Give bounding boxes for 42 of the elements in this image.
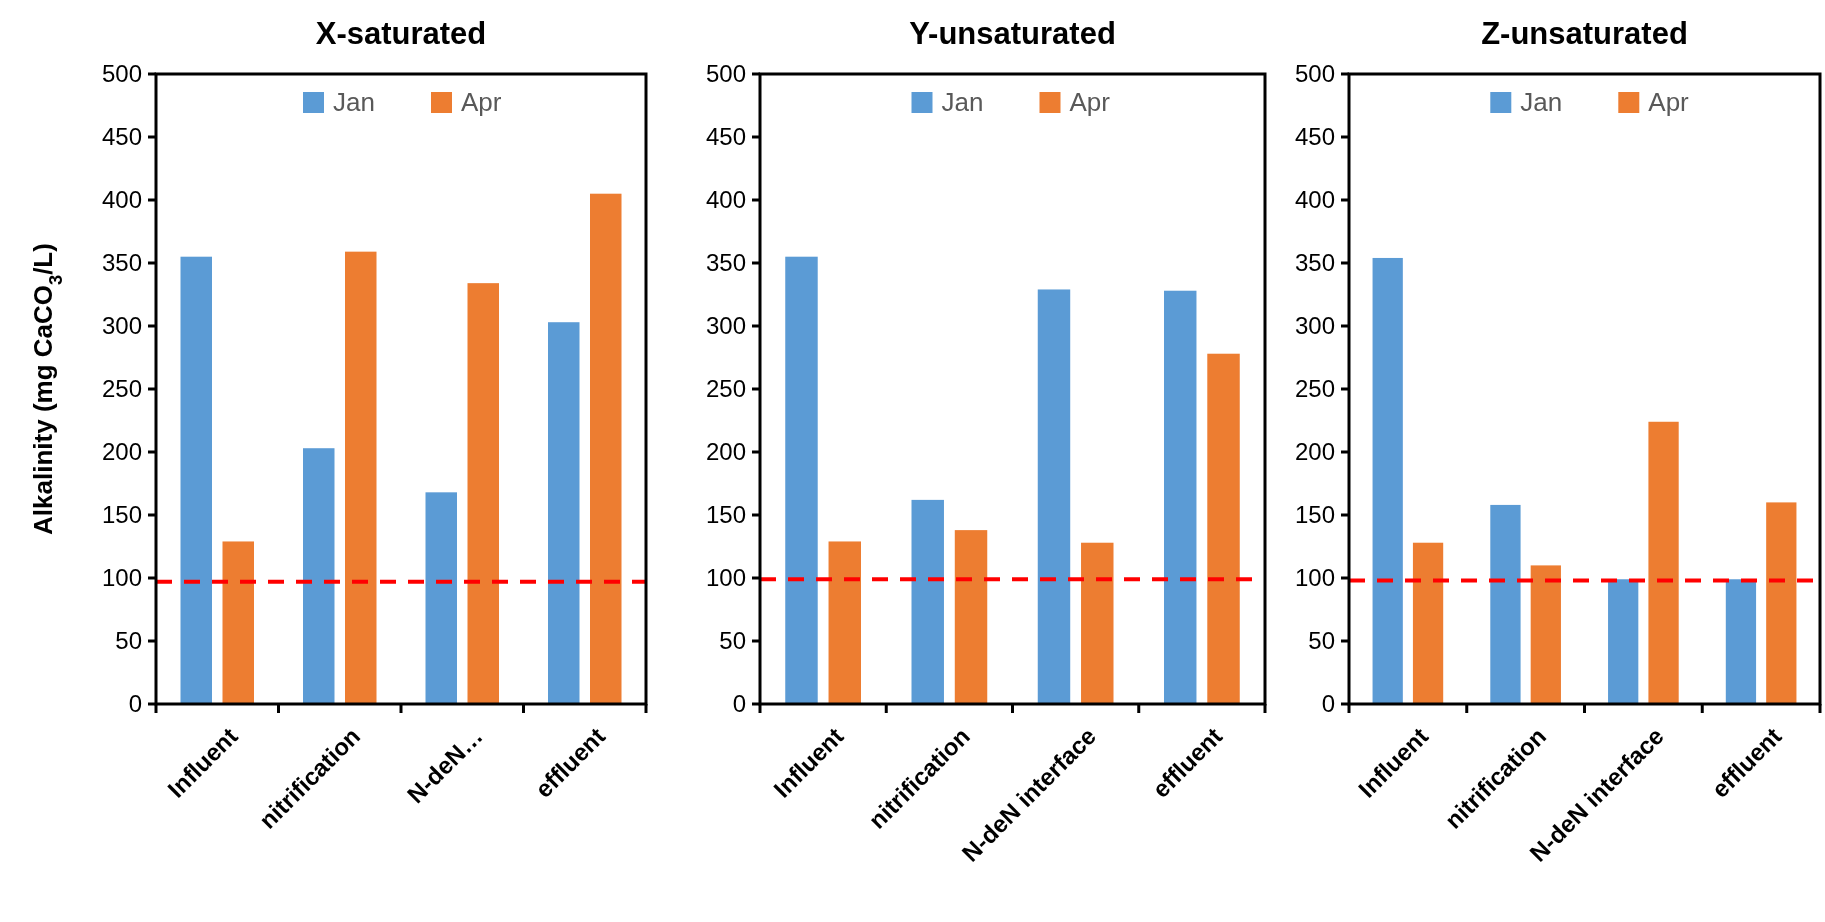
y-tick-label: 200 [101,438,142,466]
chart-title: Y-unsaturated [909,16,1116,51]
y-tick-label: 250 [101,375,142,403]
y-tick-label: 400 [101,186,142,214]
y-tick-label: 450 [1294,123,1335,151]
y-tick-label: 150 [705,501,746,529]
y-tick-label: 200 [705,438,746,466]
legend-label: Jan [941,87,984,118]
y-tick-label: 400 [1294,186,1335,214]
y-tick-label: 350 [705,249,746,277]
y-tick-label: 50 [719,627,746,655]
y-tick-label: 200 [1294,438,1335,466]
y-tick-label: 500 [705,60,746,88]
legend-label: Apr [461,87,502,118]
y-tick-label: 450 [101,123,142,151]
y-tick-label: 350 [1294,249,1335,277]
y-tick-label: 0 [1321,690,1335,718]
y-tick-label: 300 [101,312,142,340]
chart-title: X-saturated [315,16,487,51]
y-tick-label: 50 [115,627,142,655]
y-tick-label: 50 [1308,627,1335,655]
y-tick-label: 500 [1294,60,1335,88]
legend-label: Jan [333,87,375,118]
legend-label: Apr [1648,87,1690,118]
y-tick-label: 0 [128,690,142,718]
y-tick-label: 400 [705,186,746,214]
y-tick-label: 150 [1294,501,1335,529]
y-tick-label: 250 [705,375,746,403]
legend-label: Jan [1520,87,1563,118]
y-tick-label: 500 [101,60,142,88]
y-tick-label: 350 [101,249,142,277]
y-tick-label: 100 [705,564,746,592]
y-tick-label: 0 [732,690,746,718]
y-tick-label: 300 [705,312,746,340]
chart-title: Z-unsaturated [1481,16,1688,51]
y-tick-label: 450 [705,123,746,151]
y-tick-label: 150 [101,501,142,529]
legend-label: Apr [1069,87,1111,118]
y-tick-label: 250 [1294,375,1335,403]
y-tick-label: 100 [101,564,142,592]
y-tick-label: 300 [1294,312,1335,340]
y-tick-label: 100 [1294,564,1335,592]
